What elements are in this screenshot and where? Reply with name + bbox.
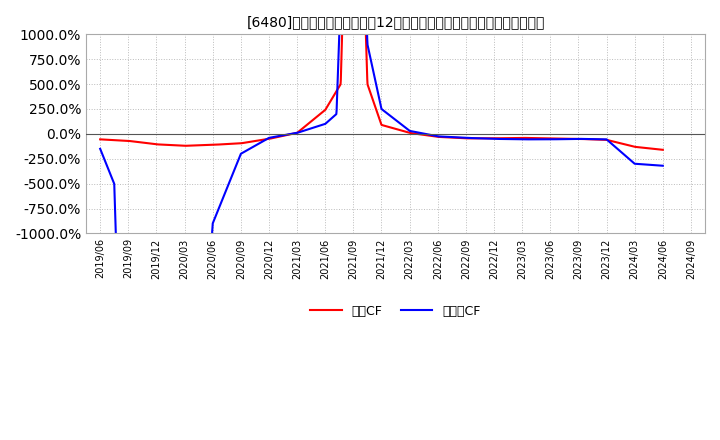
Legend: 営業CF, フリーCF: 営業CF, フリーCF	[305, 300, 486, 323]
フリーCF	[642, 162, 651, 167]
営業CF	[539, 136, 548, 141]
フリーCF	[539, 137, 548, 142]
Line: 営業CF: 営業CF	[100, 0, 663, 150]
営業CF	[659, 147, 667, 152]
フリーCF	[643, 162, 652, 167]
営業CF	[642, 146, 651, 151]
Line: フリーCF: フリーCF	[100, 0, 663, 440]
営業CF	[369, 101, 378, 106]
フリーCF	[659, 163, 667, 169]
フリーCF	[96, 146, 104, 151]
営業CF	[96, 137, 104, 142]
フリーCF	[370, 73, 379, 79]
営業CF	[125, 138, 133, 143]
営業CF	[642, 146, 651, 151]
Title: [6480]　キャッシュフローの12か月移動合計の対前年同期増減率の推移: [6480] キャッシュフローの12か月移動合計の対前年同期増減率の推移	[246, 15, 545, 29]
